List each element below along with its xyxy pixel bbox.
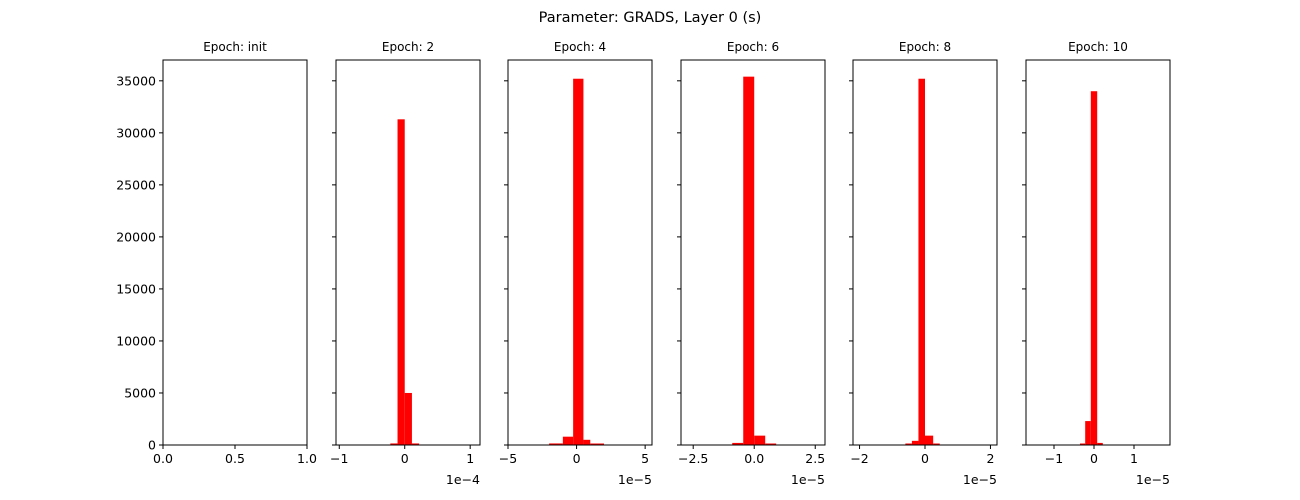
subplot-title: Epoch: init [203,40,267,54]
x-tick-label: 2 [986,451,994,466]
plot-frame [162,59,308,446]
x-offset-label: 1e−5 [618,472,652,487]
plot-frame [680,59,826,446]
histogram-bar [933,443,940,445]
y-tick-label: 0 [148,438,156,453]
x-tick-label: −1 [330,451,348,466]
histogram-bar [925,435,934,445]
y-tick-label: 15000 [116,281,156,296]
plot-frame [507,59,653,446]
y-tick-label: 30000 [116,125,156,140]
subplot-title: Epoch: 8 [899,40,951,54]
histogram-bar [1085,421,1091,445]
x-tick-label: −5 [499,451,517,466]
histogram-bar [743,76,755,446]
histogram-bar [754,435,766,445]
y-tick-label: 10000 [116,333,156,348]
x-offset-label: 1e−5 [1136,472,1170,487]
x-tick-label: 1 [1130,451,1138,466]
x-tick-label: 1.0 [297,451,317,466]
x-tick-label: 1 [466,451,474,466]
x-tick-label: 0 [401,451,409,466]
x-offset-label: 1e−5 [791,472,825,487]
histogram-bar [1097,442,1103,445]
x-tick-label: 0 [573,451,581,466]
x-offset-label: 1e−4 [446,472,480,487]
x-tick-label: 0 [921,451,929,466]
histogram-bar [732,442,744,445]
histogram-bar [573,78,584,445]
histogram-bar [918,78,925,445]
x-tick-label: −2.5 [678,451,708,466]
histogram-bar [583,439,591,445]
histogram-bar [404,392,412,445]
x-tick-label: 0.0 [153,451,173,466]
histogram-bar [905,443,912,445]
y-tick-label: 5000 [124,385,156,400]
x-tick-label: 2.5 [805,451,825,466]
y-tick-label: 25000 [116,177,156,192]
x-tick-label: 0 [1090,451,1098,466]
y-tick-label: 20000 [116,229,156,244]
subplot-title: Epoch: 2 [382,40,434,54]
subplot-title: Epoch: 6 [727,40,779,54]
histogram-bar [590,443,604,445]
x-tick-label: −2 [850,451,868,466]
histogram-bar [765,443,777,445]
histogram-bar [911,440,919,445]
histogram-bar [1080,443,1086,445]
histogram-bar [1090,91,1098,445]
subplot-grid: Epoch: init05000100001500020000250003000… [116,40,1171,487]
subplot-title: Epoch: 4 [554,40,606,54]
plot-frame [335,59,481,446]
x-tick-label: 5 [641,451,649,466]
x-tick-label: 0.5 [225,451,245,466]
histogram-bar [390,443,398,445]
plot-frame [1025,59,1171,446]
histogram-bar [411,443,420,445]
subplot-title: Epoch: 10 [1068,40,1128,54]
x-tick-label: −1 [1045,451,1063,466]
histogram-bar [562,436,574,445]
histogram-bar [397,119,405,445]
x-tick-label: 0.0 [744,451,764,466]
histogram-bar [549,443,563,445]
figure-title: Parameter: GRADS, Layer 0 (s) [539,10,762,26]
x-offset-label: 1e−5 [963,472,997,487]
y-tick-label: 35000 [116,73,156,88]
